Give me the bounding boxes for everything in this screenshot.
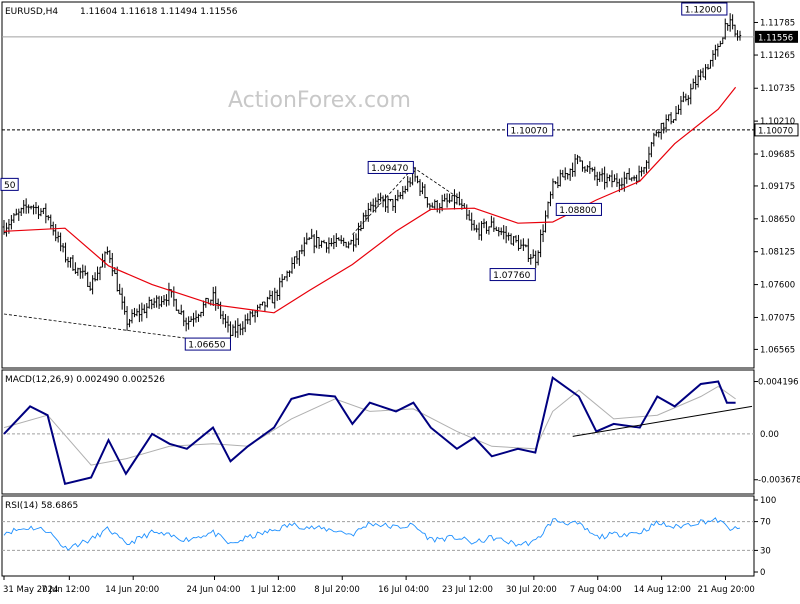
- time-axis-label: 21 Aug 20:00: [697, 585, 754, 595]
- macd-line: [3, 376, 736, 486]
- time-axis-label: 31 May 2024: [3, 585, 58, 595]
- price-annotation-label: 1.07760: [493, 271, 530, 281]
- rsi-panel: [1, 495, 755, 577]
- price-annotation-box: [184, 337, 231, 351]
- price-annotation: 1.09470: [367, 160, 414, 174]
- time-axis-label: 23 Jul 12:00: [442, 585, 493, 595]
- macd-axis-label: -0.003678: [758, 476, 800, 486]
- price-annotation-label: 50: [4, 181, 16, 191]
- price-annotation-box: [507, 123, 554, 137]
- resistance-marker: [754, 123, 799, 137]
- time-axis-label: 8 Jul 20:00: [314, 585, 360, 595]
- price-axis-label: 1.08650: [760, 215, 795, 225]
- rsi-axis-label: 100: [760, 496, 776, 506]
- rsi-line: [3, 517, 741, 551]
- price-annotation: 1.07760: [489, 268, 536, 282]
- price-annotation-label: 1.09470: [371, 164, 408, 174]
- price-annotation: 50: [0, 177, 19, 191]
- time-axis-label: 14 Aug 12:00: [634, 585, 691, 595]
- rsi-title: RSI(14) 58.6865: [5, 501, 78, 511]
- time-axis-label: 7 Aug 04:00: [570, 585, 622, 595]
- price-axis-label: 1.07075: [760, 313, 795, 323]
- resistance-label: 1.10070: [758, 126, 793, 136]
- time-axis-label: 7 Jun 12:00: [41, 585, 90, 595]
- macd-layer: [2, 376, 754, 486]
- current-price-marker: [755, 30, 798, 43]
- fall-trendline: [413, 167, 458, 198]
- time-axis-label: 16 Jul 04:00: [378, 585, 429, 595]
- price-chart-title: EURUSD,H4: [5, 7, 58, 17]
- rsi-axis-label: 70: [760, 518, 771, 528]
- price-axis-label: 1.10735: [760, 84, 795, 94]
- current-price-label: 1.11556: [758, 33, 793, 43]
- price-panel: [1, 1, 755, 369]
- price-axis-label: 1.07600: [760, 281, 795, 291]
- price-annotation-label: 1.06650: [188, 341, 225, 351]
- price-annotation-box: [489, 268, 536, 282]
- time-axis-label: 30 Jul 20:00: [506, 585, 557, 595]
- price-layer: 1.12000 1.10070 1.09470 1.08800 1.07760 1.066…: [0, 2, 754, 351]
- time-axis-label: 1 Jul 12:00: [250, 585, 296, 595]
- price-axis-label: 1.06565: [760, 345, 795, 355]
- price-annotation-box: [367, 160, 414, 174]
- price-annotation-label: 1.10070: [511, 126, 548, 136]
- price-axis-label: 1.08125: [760, 248, 795, 258]
- price-annotation-label: 1.12000: [685, 6, 722, 16]
- price-axis-label: 1.09685: [760, 150, 795, 160]
- price-annotation: 1.08800: [555, 202, 602, 216]
- macd-panel: [1, 369, 755, 495]
- price-annotation-box: [681, 2, 728, 16]
- price-annotation-box: [555, 202, 602, 216]
- time-axis-label: 24 Jun 04:00: [186, 585, 240, 595]
- moving-average-line: [3, 86, 737, 314]
- price-annotation: 1.10070: [507, 123, 554, 137]
- rsi-axis-label: 0: [760, 568, 765, 578]
- macd-trendline: [572, 405, 753, 437]
- price-annotation-label: 1.08800: [559, 206, 596, 216]
- price-axis-label: 1.10210: [760, 117, 795, 127]
- rsi-layer: [2, 517, 754, 551]
- rsi-axis-label: 30: [760, 546, 771, 556]
- macd-signal-line: [3, 385, 736, 466]
- watermark: ActionForex.com: [228, 88, 411, 113]
- ohlc-header: 1.11604 1.11618 1.11494 1.11556: [80, 7, 238, 17]
- price-annotation: 1.06650: [184, 337, 231, 351]
- price-annotation: 1.12000: [681, 2, 728, 16]
- price-axis-label: 1.09175: [760, 182, 795, 192]
- macd-axis-label: 0.004196: [758, 378, 799, 388]
- axis-layer: 1.11785 1.11265 1.10735 1.10210 1.09685 1.091…: [3, 18, 800, 595]
- macd-title: MACD(12,26,9) 0.002490 0.002526: [5, 375, 165, 385]
- time-axis-label: 14 Jun 20:00: [105, 585, 159, 595]
- price-axis-label: 1.11785: [760, 18, 795, 28]
- price-axis-label: 1.11265: [760, 51, 795, 61]
- macd-zero-label: 0.00: [760, 430, 779, 440]
- price-annotation-box: [0, 177, 19, 191]
